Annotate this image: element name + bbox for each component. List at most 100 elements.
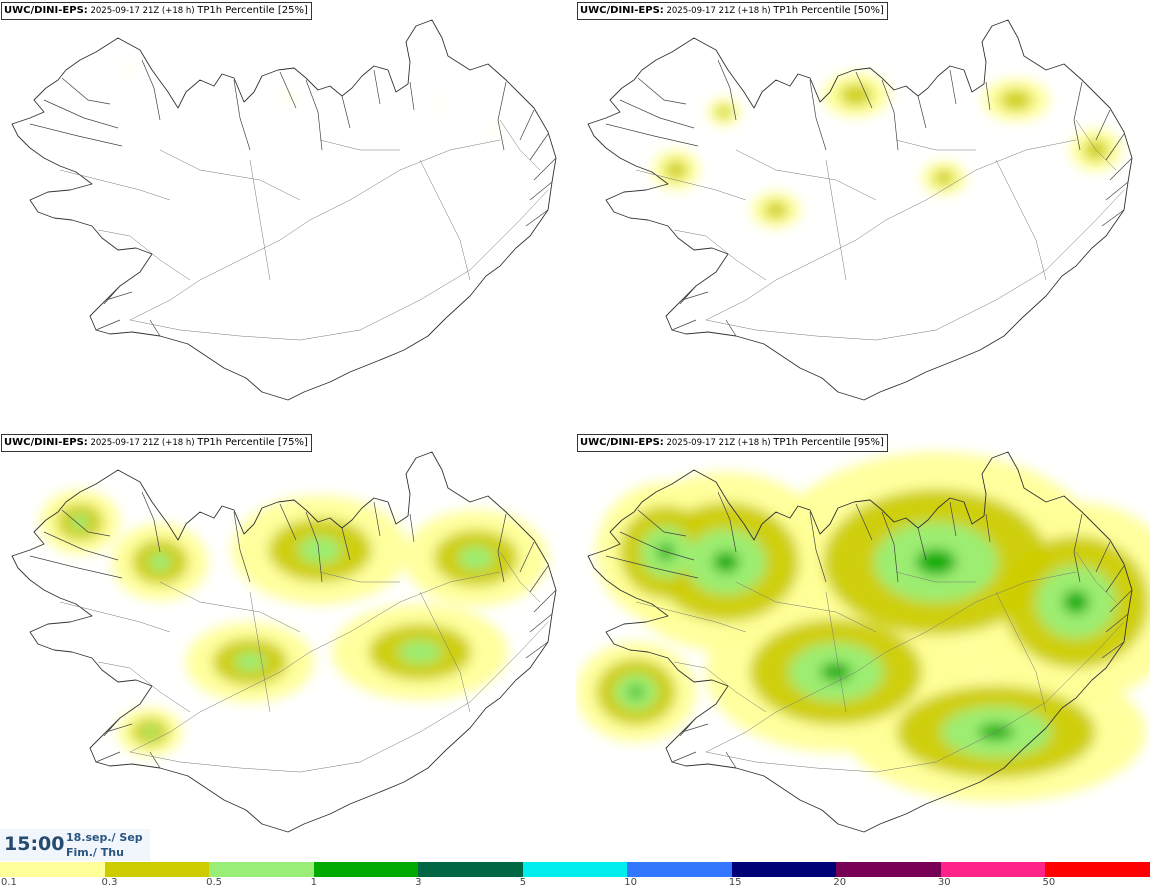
- fjord-line: [409, 81, 415, 111]
- map-canvas: [11, 19, 557, 401]
- precip-area: [234, 652, 266, 672]
- fjord-line: [533, 589, 557, 613]
- precip-area: [1062, 590, 1090, 614]
- run-time: 2025-09-17 21Z (+18 h): [663, 438, 774, 448]
- fjord-line: [605, 555, 699, 579]
- fjord-line: [855, 71, 873, 109]
- boundary-line: [895, 139, 976, 151]
- boundary-line: [825, 159, 847, 281]
- fjord-line: [637, 509, 687, 537]
- time-box: [0, 829, 150, 861]
- precip-area: [933, 169, 955, 187]
- fjord-line: [103, 285, 121, 305]
- fjord-line: [949, 501, 957, 537]
- run-time: 2025-09-17 21Z (+18 h): [663, 6, 774, 16]
- panel-title: UWC/DINI-EPS: 2025-09-17 21Z (+18 h) TP1…: [577, 434, 888, 452]
- fjord-line: [985, 513, 991, 543]
- fjord-line: [637, 77, 687, 105]
- fjord-line: [671, 751, 697, 763]
- boundary-line: [995, 591, 1047, 713]
- boundary-line: [673, 229, 767, 281]
- fjord-line: [497, 513, 507, 583]
- precip-area: [398, 640, 442, 664]
- colorbar-segment: [209, 862, 314, 877]
- precip-area: [763, 201, 789, 219]
- boundary-line: [1075, 119, 1117, 171]
- colorbar-segment: [627, 862, 732, 877]
- run-time: 2025-09-17 21Z (+18 h): [87, 6, 198, 16]
- run-time: 2025-09-17 21Z (+18 h): [87, 438, 198, 448]
- fjord-line: [529, 181, 553, 201]
- coastline: [587, 19, 1133, 401]
- map-canvas: [587, 19, 1133, 401]
- boundary-line: [59, 601, 171, 633]
- model-name: UWC/DINI-EPS:: [580, 5, 664, 16]
- fjord-line: [305, 511, 323, 583]
- fjord-line: [1105, 613, 1129, 633]
- colorbar-segment: [940, 862, 1046, 877]
- fjord-line: [141, 491, 161, 553]
- fjord-line: [1109, 589, 1133, 613]
- boundary-line: [419, 591, 471, 713]
- colorbar-label: 30: [937, 877, 951, 888]
- fjord-line: [681, 723, 709, 733]
- fjord-line: [341, 527, 351, 561]
- fjord-line: [619, 531, 695, 561]
- fjord-line: [141, 59, 161, 121]
- boundary-line: [1075, 551, 1117, 603]
- precip-field: [40, 490, 548, 756]
- boundary-line: [635, 601, 747, 633]
- fjord-line: [525, 209, 549, 227]
- boundary-line: [735, 581, 877, 633]
- model-name: UWC/DINI-EPS:: [4, 5, 88, 16]
- boundary-line: [995, 159, 1047, 281]
- fjord-line: [679, 285, 697, 305]
- fjord-line: [1101, 209, 1125, 227]
- colorbar-segment: [522, 862, 628, 877]
- fjord-line: [717, 491, 737, 553]
- boundary-line: [635, 169, 747, 201]
- valid-date-line2: Fim./ Thu: [66, 846, 124, 859]
- fjord-line: [619, 99, 695, 129]
- fjord-line: [279, 71, 297, 109]
- fjord-line: [149, 319, 161, 337]
- valid-date-line1: 18.sep./ Sep: [66, 831, 143, 844]
- model-name: UWC/DINI-EPS:: [580, 437, 664, 448]
- fjord-line: [105, 291, 133, 301]
- map-canvas: [576, 451, 1150, 833]
- fjord-line: [1105, 133, 1125, 161]
- fjord-line: [341, 95, 351, 129]
- map-panel: UWC/DINI-EPS: 2025-09-17 21Z (+18 h) TP1…: [0, 0, 574, 430]
- boundary-line: [419, 159, 471, 281]
- panel-title: UWC/DINI-EPS: 2025-09-17 21Z (+18 h) TP1…: [1, 2, 312, 20]
- boundary-line: [319, 139, 400, 151]
- boundary-line: [249, 159, 271, 281]
- fjord-line: [809, 511, 827, 583]
- colorbar-label: 0.1: [1, 877, 17, 888]
- precip-field: [576, 452, 1150, 802]
- boundary-line: [159, 149, 301, 201]
- boundary-line: [97, 661, 191, 713]
- fjord-line: [1095, 109, 1111, 141]
- boundary-line: [705, 139, 1077, 321]
- precip-area: [999, 89, 1033, 111]
- fjord-line: [1095, 541, 1111, 573]
- map-panel: UWC/DINI-EPS: 2025-09-17 21Z (+18 h) TP1…: [576, 0, 1150, 430]
- precip-area: [491, 126, 497, 134]
- fjord-line: [605, 123, 699, 147]
- fjord-line: [373, 69, 381, 105]
- fjord-line: [95, 319, 121, 331]
- colorbar-labels: 0.1 0.3 0.5 1 3 5 10 15 20 30 50: [0, 877, 1150, 891]
- fjord-line: [105, 723, 133, 733]
- model-name: UWC/DINI-EPS:: [4, 437, 88, 448]
- colorbar-label: 20: [833, 877, 847, 888]
- boundary-line: [249, 591, 271, 713]
- precip-area: [664, 160, 688, 180]
- colorbar-segment: [836, 862, 941, 877]
- fjord-line: [881, 511, 899, 583]
- fjord-line: [95, 751, 121, 763]
- fjord-line: [917, 95, 927, 129]
- fjord-line: [985, 81, 991, 111]
- colorbar-label: 10: [624, 877, 637, 888]
- fjord-line: [917, 527, 927, 561]
